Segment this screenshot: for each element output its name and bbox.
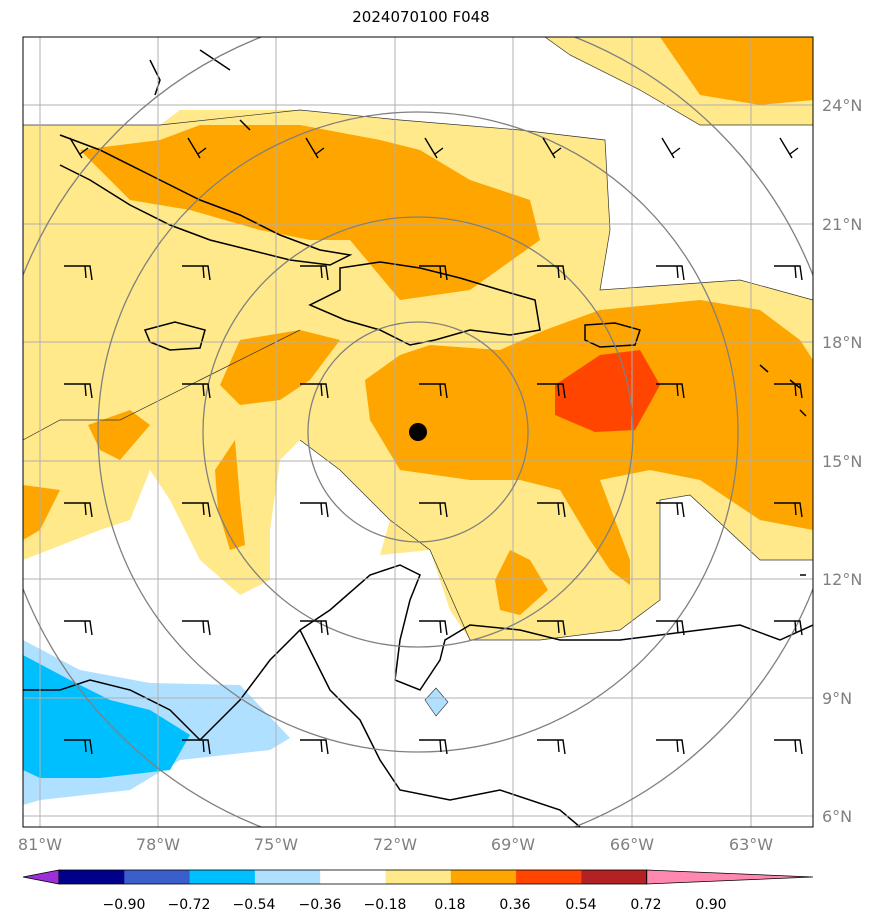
wind-barb (182, 620, 211, 636)
lat-label: 12°N (822, 570, 862, 589)
lat-label: 21°N (822, 215, 862, 234)
wind-barb (300, 739, 329, 755)
colorbar-tick: 0.36 (499, 897, 530, 913)
range-rings (23, 37, 813, 827)
wind-barb (774, 383, 803, 399)
wind-barb (537, 739, 566, 755)
coastlines (23, 49, 813, 827)
colorbar-segment (59, 870, 125, 884)
wind-barbs (64, 137, 803, 755)
lat-label: 9°N (822, 689, 852, 708)
wind-barb (182, 383, 211, 399)
latitude-labels: 24°N 21°N 18°N 15°N 12°N 9°N 6°N (822, 96, 862, 826)
wind-barb (64, 739, 93, 755)
wind-barb (64, 620, 93, 636)
colorbar-segment (450, 870, 517, 884)
wind-barb (305, 137, 325, 159)
field-level-0-54 (555, 350, 660, 432)
colorbar-tick-labels: −0.90 −0.72 −0.54 −0.36 −0.18 0.18 0.36 … (103, 897, 727, 913)
lon-label: 66°W (610, 835, 654, 854)
colorbar-extend-high (646, 869, 814, 885)
colorbar-tick: −0.90 (103, 897, 146, 913)
colorbar-segment (254, 870, 321, 884)
wind-barb (774, 620, 803, 636)
wind-barb (300, 620, 329, 636)
colorbar-segment (189, 870, 256, 884)
wind-barb (419, 739, 448, 755)
wind-barb (779, 137, 799, 159)
wind-barb (419, 502, 448, 518)
wind-barb (419, 383, 448, 399)
wind-barb (64, 265, 93, 281)
colorbar-tick: 0.90 (695, 897, 726, 913)
wind-barb (187, 137, 207, 159)
colorbar-extend-low (22, 869, 60, 885)
lon-label: 69°W (491, 835, 535, 854)
longitude-labels: 81°W 78°W 75°W 72°W 69°W 66°W 63°W (18, 835, 773, 854)
wind-barb (774, 265, 803, 281)
lon-label: 75°W (254, 835, 298, 854)
wind-barb (656, 739, 685, 755)
storm-center-marker (409, 423, 427, 441)
colorbar-segment (516, 870, 582, 884)
wind-barb (419, 265, 448, 281)
map-title: 2024070100 F048 (352, 8, 490, 26)
wind-barb (182, 739, 211, 755)
wind-barb (774, 739, 803, 755)
plot-frame (22, 36, 814, 828)
colorbar (22, 869, 814, 885)
wind-barb (182, 502, 211, 518)
colorbar-outline (58, 869, 648, 885)
field-level-0-36 (23, 37, 813, 615)
wind-barb (656, 620, 685, 636)
lon-label: 78°W (136, 835, 180, 854)
wind-barb (64, 383, 93, 399)
wind-barb (424, 137, 444, 159)
wind-barb (656, 383, 685, 399)
wind-barb (182, 265, 211, 281)
lat-label: 18°N (822, 333, 862, 352)
lon-label: 72°W (373, 835, 417, 854)
gridlines (23, 37, 813, 827)
colorbar-tick: −0.72 (168, 897, 211, 913)
lat-label: 15°N (822, 452, 862, 471)
colorbar-segment (124, 870, 191, 884)
wind-barb (300, 502, 329, 518)
lon-label: 81°W (18, 835, 62, 854)
colorbar-tick: 0.72 (630, 897, 661, 913)
contour-lines (23, 37, 813, 641)
lat-label: 6°N (822, 807, 852, 826)
wind-barb (419, 620, 448, 636)
colorbar-tick: 0.18 (434, 897, 465, 913)
field-negative (23, 640, 449, 805)
colorbar-tick: −0.18 (364, 897, 407, 913)
lon-label: 63°W (729, 835, 773, 854)
wind-barb (64, 502, 93, 518)
lat-label: 24°N (822, 96, 862, 115)
wind-barb (656, 502, 685, 518)
colorbar-tick: −0.54 (233, 897, 276, 913)
colorbar-tick: −0.36 (299, 897, 342, 913)
wind-barb (656, 265, 685, 281)
wind-barb (300, 383, 329, 399)
colorbar-segment (385, 870, 452, 884)
wind-barb (537, 383, 566, 399)
shaded-field (23, 37, 813, 827)
wind-barb (537, 502, 566, 518)
wind-barb (537, 265, 566, 281)
colorbar-segment (581, 870, 648, 884)
wind-barb (542, 137, 562, 159)
wind-barb (774, 502, 803, 518)
colorbar-segment (320, 870, 386, 884)
wind-barb (661, 137, 681, 159)
wind-barb (537, 620, 566, 636)
colorbar-tick: 0.54 (565, 897, 596, 913)
wind-barb (69, 137, 89, 159)
wind-barb (300, 265, 329, 281)
